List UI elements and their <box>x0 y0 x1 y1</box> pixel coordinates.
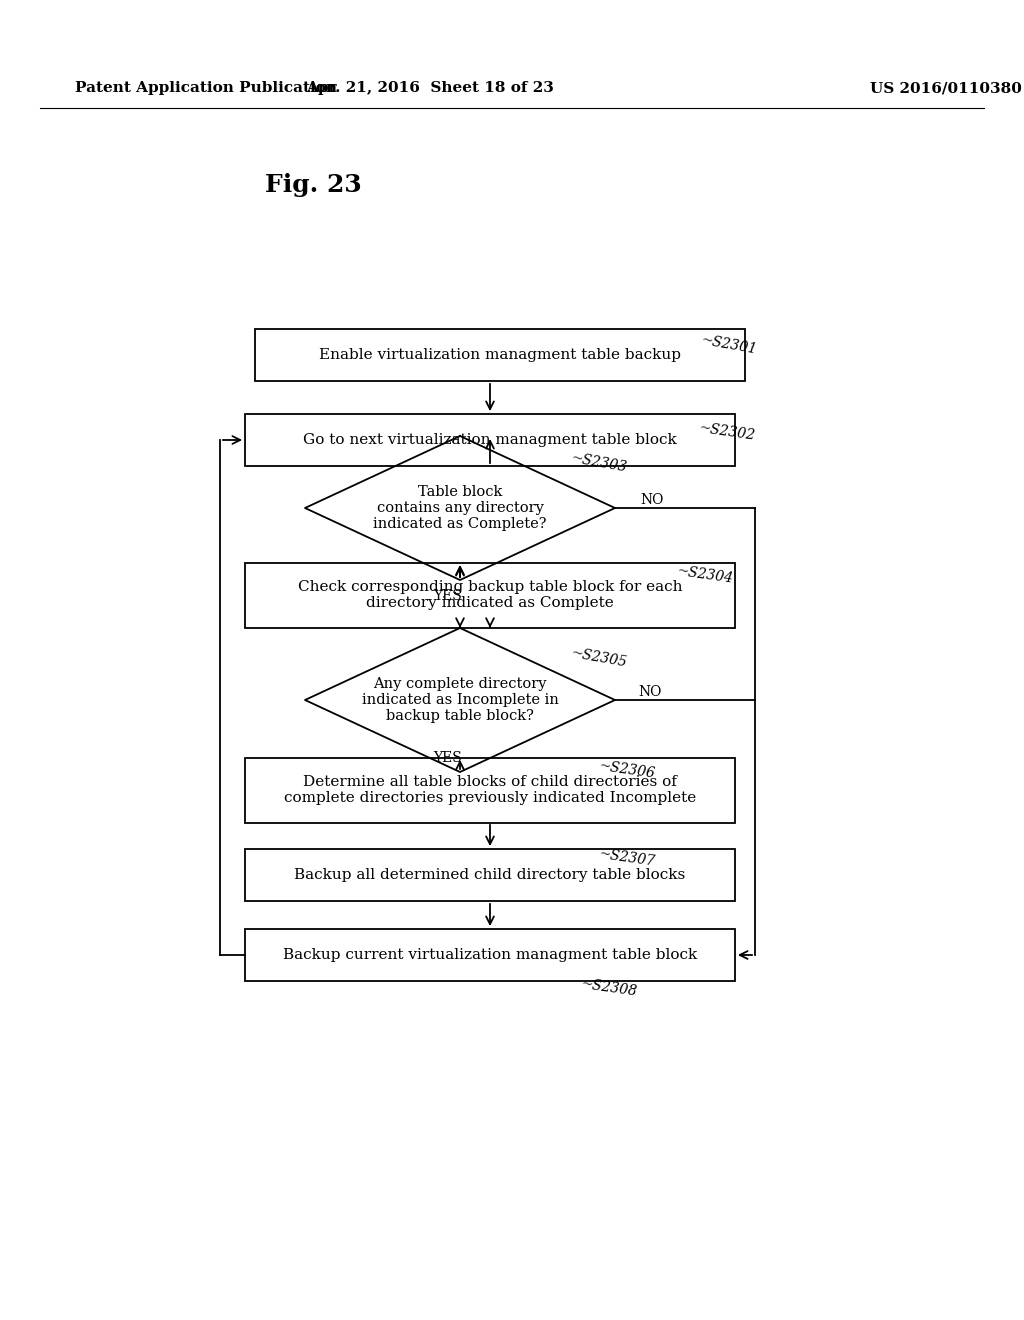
Bar <box>245 849 735 902</box>
Polygon shape <box>305 628 615 772</box>
Polygon shape <box>305 436 615 579</box>
Text: ~S2307: ~S2307 <box>598 847 656 869</box>
Text: Check corresponding backup table block for each
directory indicated as Complete: Check corresponding backup table block f… <box>298 579 682 610</box>
Text: Apr. 21, 2016  Sheet 18 of 23: Apr. 21, 2016 Sheet 18 of 23 <box>306 81 554 95</box>
Text: Go to next virtualization managment table block: Go to next virtualization managment tabl… <box>303 433 677 447</box>
Text: ~S2304: ~S2304 <box>676 564 734 586</box>
Text: ~S2305: ~S2305 <box>570 647 628 669</box>
Text: Fig. 23: Fig. 23 <box>265 173 361 197</box>
Bar <box>245 414 735 466</box>
Text: Table block
contains any directory
indicated as Complete?: Table block contains any directory indic… <box>374 484 547 531</box>
Text: YES: YES <box>433 589 463 603</box>
Text: Determine all table blocks of child directories of
complete directories previous: Determine all table blocks of child dire… <box>284 775 696 805</box>
Text: US 2016/0110380 A1: US 2016/0110380 A1 <box>870 81 1024 95</box>
Bar <box>245 562 735 627</box>
Text: Backup current virtualization managment table block: Backup current virtualization managment … <box>283 948 697 962</box>
Text: ~S2302: ~S2302 <box>698 421 756 444</box>
Bar <box>245 929 735 981</box>
Bar <box>245 758 735 822</box>
Text: NO: NO <box>640 492 664 507</box>
Text: ~S2306: ~S2306 <box>598 759 656 781</box>
Text: Any complete directory
indicated as Incomplete in
backup table block?: Any complete directory indicated as Inco… <box>361 677 558 723</box>
Text: Enable virtualization managment table backup: Enable virtualization managment table ba… <box>319 348 681 362</box>
Text: ~S2308: ~S2308 <box>580 977 638 999</box>
Bar <box>255 329 745 381</box>
Text: NO: NO <box>638 685 662 700</box>
Text: YES: YES <box>433 751 463 766</box>
Text: ~S2303: ~S2303 <box>570 451 628 475</box>
Text: Patent Application Publication: Patent Application Publication <box>75 81 337 95</box>
Text: Backup all determined child directory table blocks: Backup all determined child directory ta… <box>294 869 686 882</box>
Text: ~S2301: ~S2301 <box>700 333 758 356</box>
